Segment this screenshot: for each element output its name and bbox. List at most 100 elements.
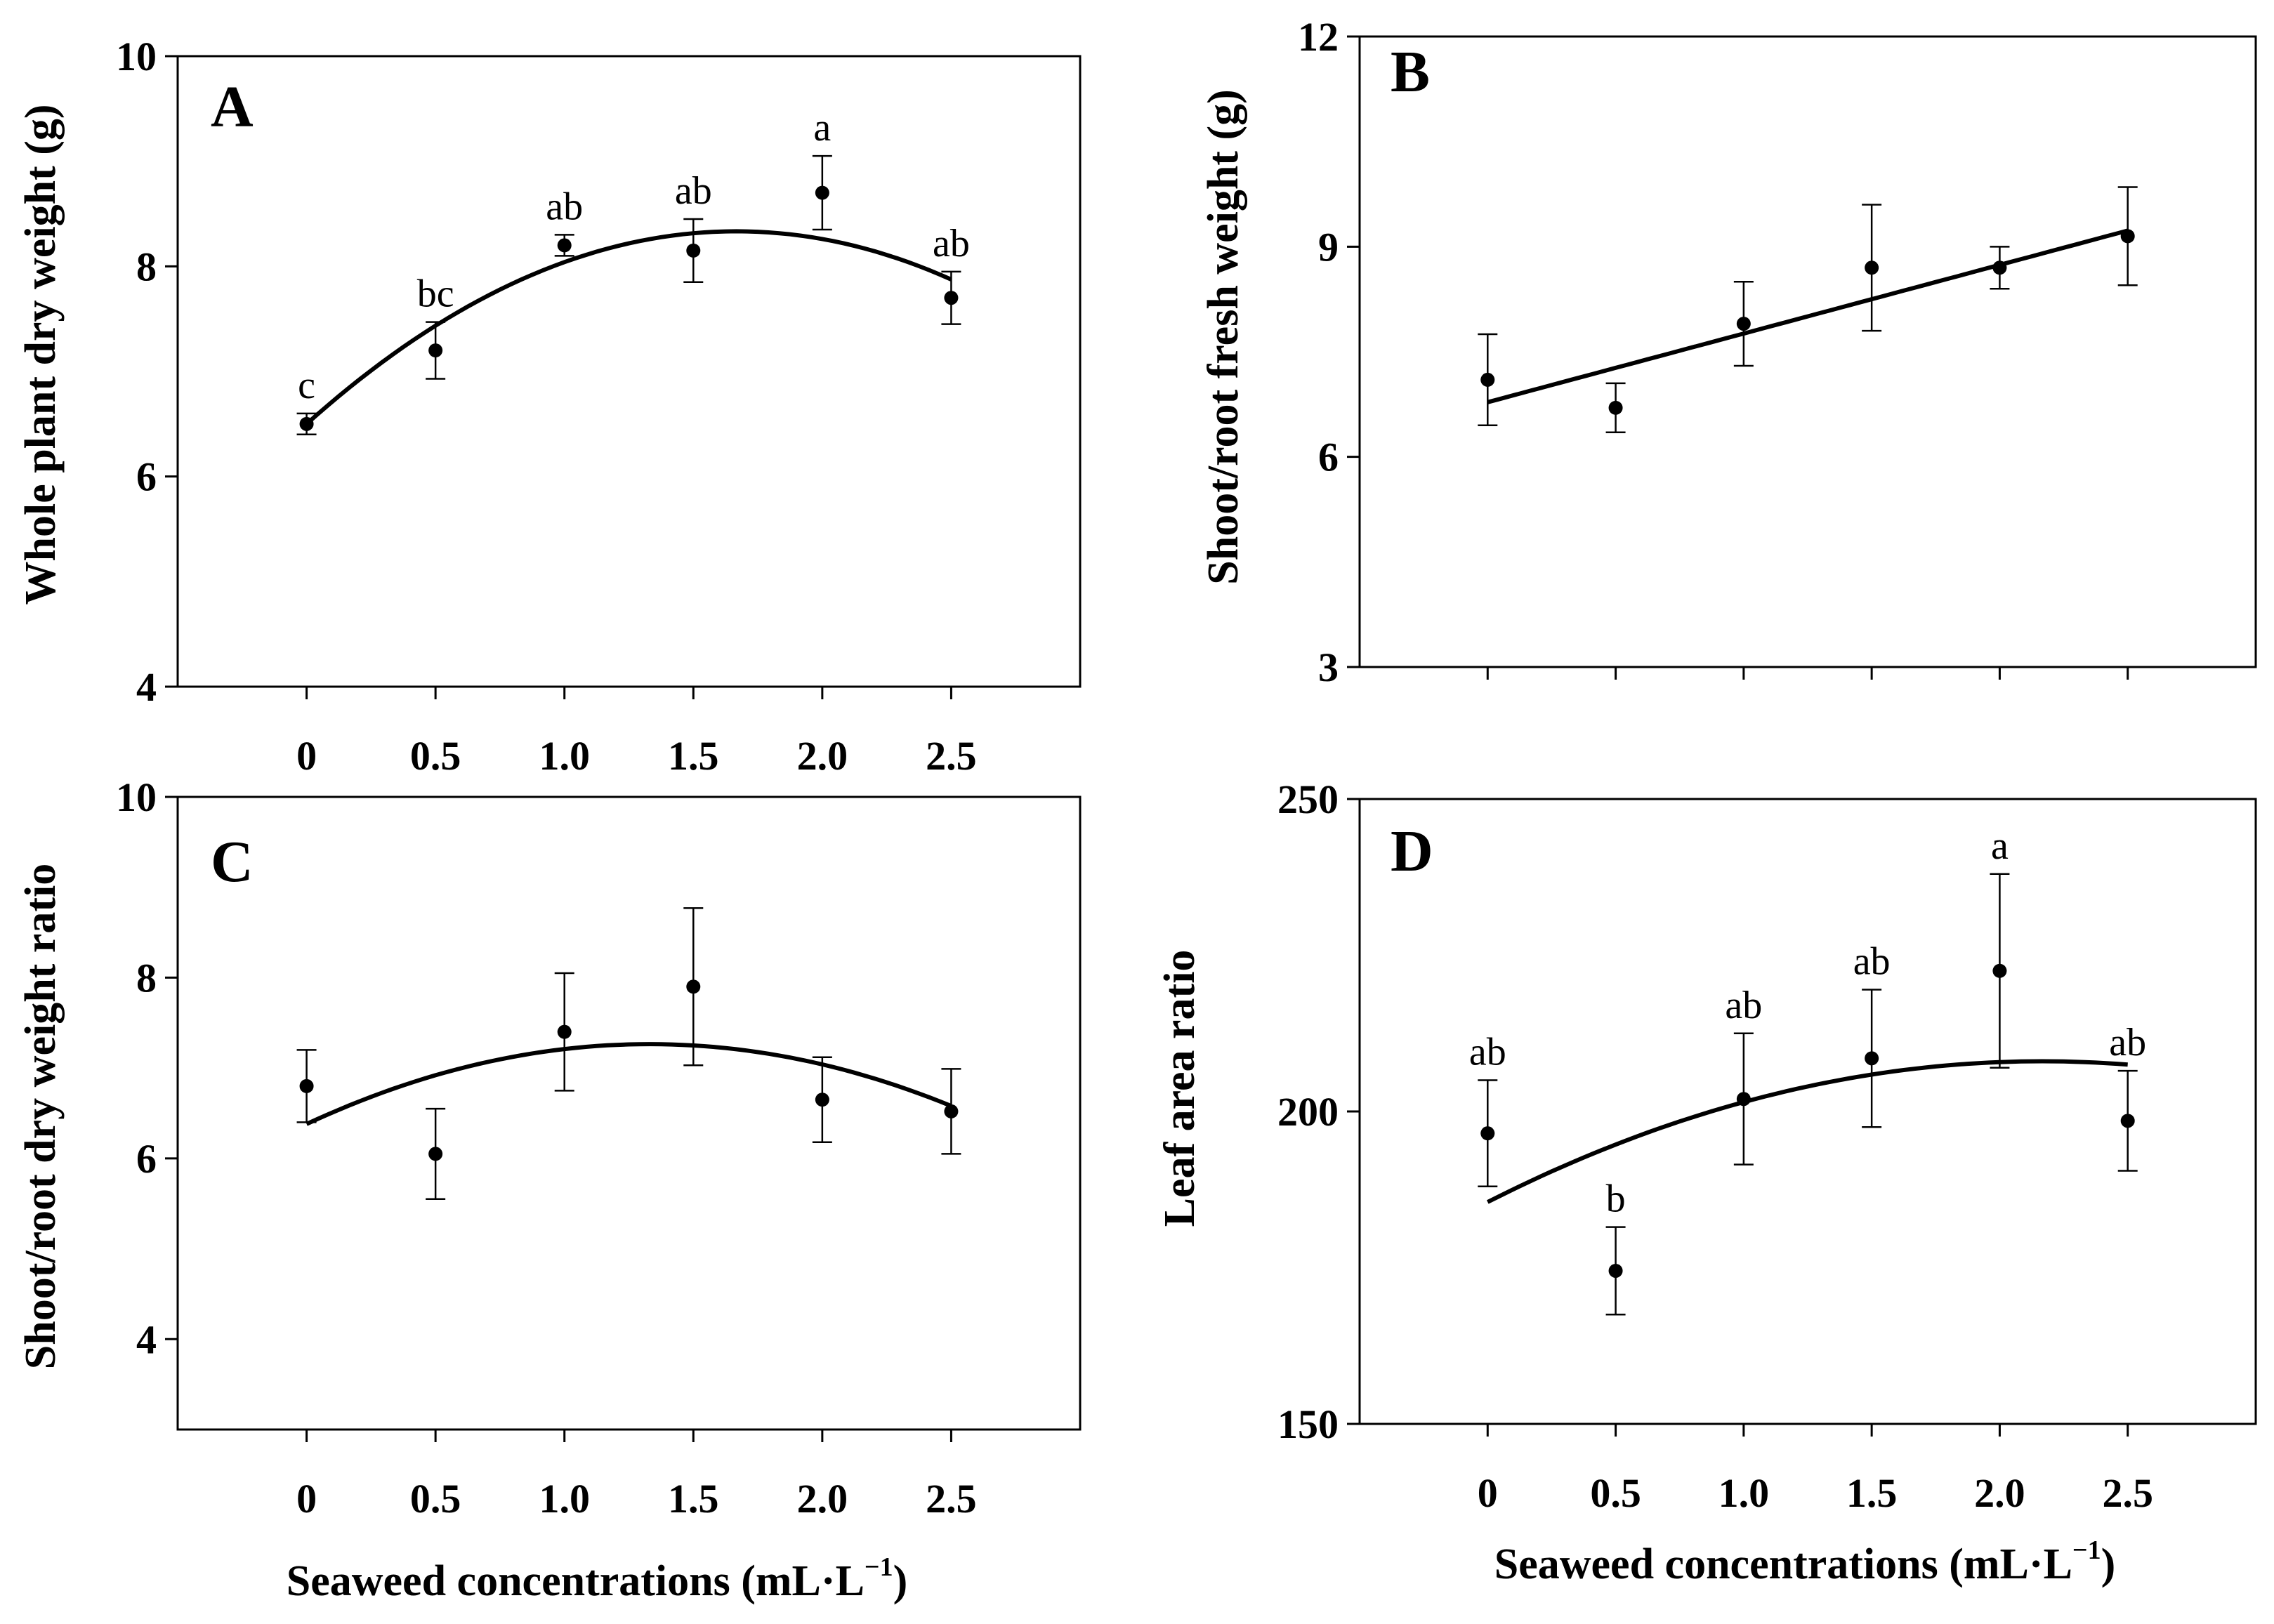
panel-c-y-title: Shoot/root dry weight ratio [17,864,65,1369]
panel-d-fit-line [1486,1059,2128,1204]
panel-b-data-point [1992,260,2007,275]
panel-b-fit-line [1487,228,2129,404]
panel-a-frame [176,55,1082,688]
panel-b-y-tick-label: 3 [1318,645,1339,690]
panel-a-data-point [815,185,829,200]
panel-d-significance-letter: b [1606,1177,1626,1221]
panel-b-frame [1358,35,2257,668]
panel-a-y-tick-label: 6 [136,454,157,500]
panel-a-significance-letter: a [813,106,831,150]
panel-c: C Shoot/root dry weight ratio 4 6 8 10 0 0.5 1… [17,774,1082,1521]
panel-a-label: A [211,74,254,140]
panel-c-data-point [686,979,701,994]
x-axis-title-right-sep: · [2029,1540,2044,1588]
panel-c-x-tick-label: 2.5 [926,1476,977,1521]
panel-d-data-point [1865,1051,1879,1066]
panel-d-data-point [1480,1126,1495,1141]
panel-c-x-tick-label: 1.5 [668,1476,719,1521]
panel-a-data-point [428,343,443,358]
panel-d-significance-letter: ab [1469,1031,1506,1074]
x-axis-title-right-main: Seaweed concentrations (mL [1494,1540,2029,1588]
x-axis-title-left-sep: · [821,1557,836,1605]
panel-c-x-tick-label: 0.5 [410,1476,461,1521]
panel-a-y-tick-label: 4 [136,664,157,710]
panel-a-data-point [299,416,314,431]
panel-c-label: C [211,829,254,894]
panel-d-label: D [1391,819,1433,884]
panel-d-significance-letter: a [1991,824,2009,868]
panel-b: B Shoot/root fresh weight (g) 3 6 9 12 [1200,14,2257,690]
x-axis-title-right-close: ) [2101,1540,2116,1588]
panel-c-data-point [944,1104,959,1118]
panel-b-y-tick-label: 12 [1298,14,1339,60]
panel-a: A Whole plant dry weight (g) 4 6 8 10 0 0.5 1.… [17,34,1082,779]
panel-d-x-tick-label: 2.0 [1974,1470,2025,1516]
panel-d-data-point [1736,1092,1751,1107]
panel-a-data-point [686,243,701,258]
x-axis-title-left-close: ) [893,1557,908,1605]
panel-d-significance-letter: ab [1725,984,1762,1027]
panel-a-significance-letter: ab [546,185,583,228]
panel-c-frame [176,796,1082,1431]
panel-c-data-point [299,1078,314,1093]
panel-d-significance-letter: ab [1853,939,1891,983]
x-axis-title-left-exp: −1 [865,1552,893,1582]
panel-c-fit-line [305,1042,952,1126]
panel-b-data-point [2120,229,2135,244]
x-axis-title-left: Seaweed concentrations (mL·L−1) [287,1552,907,1605]
panel-a-significance-letter: c [298,364,315,407]
panel-d-y-title: Leaf area ratio [1156,950,1204,1227]
x-axis-title-left-unit: L [836,1557,865,1605]
panel-d-x-tick-label: 0.5 [1590,1470,1641,1516]
panel-a-x-tick-label: 0 [296,733,317,779]
panel-a-x-tick-label: 0.5 [410,733,461,779]
panel-c-x-tick-label: 0 [296,1476,317,1521]
panel-b-label: B [1391,39,1430,105]
panel-d-x-tick-label: 0 [1478,1470,1498,1516]
panel-b-y-tick-label: 6 [1318,435,1339,480]
panel-c-y-tick-label: 10 [116,774,157,820]
panel-a-x-tick-label: 2.5 [926,733,977,779]
panel-d-data-point [2120,1114,2135,1128]
panel-d-x-tick-label: 1.5 [1846,1470,1898,1516]
panel-d-significance-letter: ab [2109,1021,2146,1064]
panel-a-x-tick-label: 1.0 [539,733,590,779]
panel-a-y-tick-label: 8 [136,244,157,289]
x-axis-title-right-unit: L [2044,1540,2072,1588]
x-axis-title-right-exp: −1 [2072,1536,2101,1565]
x-axis-title-left-main: Seaweed concentrations (mL [287,1557,821,1605]
panel-b-data-point [1865,260,1879,275]
panel-d-x-tick-label: 2.5 [2102,1470,2153,1516]
panel-d-data-point [1992,963,2007,978]
panel-a-data-point [557,238,572,253]
panel-a-fit-line [305,229,952,426]
panel-c-x-tick-label: 1.0 [539,1476,590,1521]
panel-c-y-tick-label: 8 [136,955,157,1001]
panel-b-data-point [1736,317,1751,331]
panel-d-frame [1358,798,2257,1425]
panel-c-y-tick-label: 4 [136,1316,157,1362]
panel-c-data-point [428,1147,443,1161]
panel-d-data-point [1608,1263,1623,1278]
panel-a-data-point [944,291,959,305]
panel-d-y-tick-label: 200 [1277,1089,1339,1135]
panel-a-y-title: Whole plant dry weight (g) [17,105,65,605]
panel-a-significance-letter: ab [933,222,970,265]
panel-c-x-tick-label: 2.0 [797,1476,848,1521]
panel-a-x-tick-label: 1.5 [668,733,719,779]
panel-b-y-tick-label: 9 [1318,224,1339,270]
x-axis-title-right: Seaweed concentrations (mL·L−1) [1494,1536,2115,1588]
panel-d-x-tick-label: 1.0 [1718,1470,1770,1516]
panel-d-y-tick-label: 250 [1277,777,1339,822]
panel-c-y-tick-label: 6 [136,1136,157,1182]
panel-b-data-point [1480,372,1495,387]
panel-c-data-point [557,1024,572,1039]
panel-c-data-point [815,1092,829,1107]
panel-a-x-tick-label: 2.0 [797,733,848,779]
panel-d: D Leaf area ratio 150 200 250 0 0.5 1.0 1.5 2.0… [1156,777,2257,1516]
panel-a-significance-letter: ab [675,169,712,213]
panel-b-y-title: Shoot/root fresh weight (g) [1200,89,1247,585]
panel-a-significance-letter: bc [417,272,454,316]
panel-a-y-tick-label: 10 [116,34,157,79]
